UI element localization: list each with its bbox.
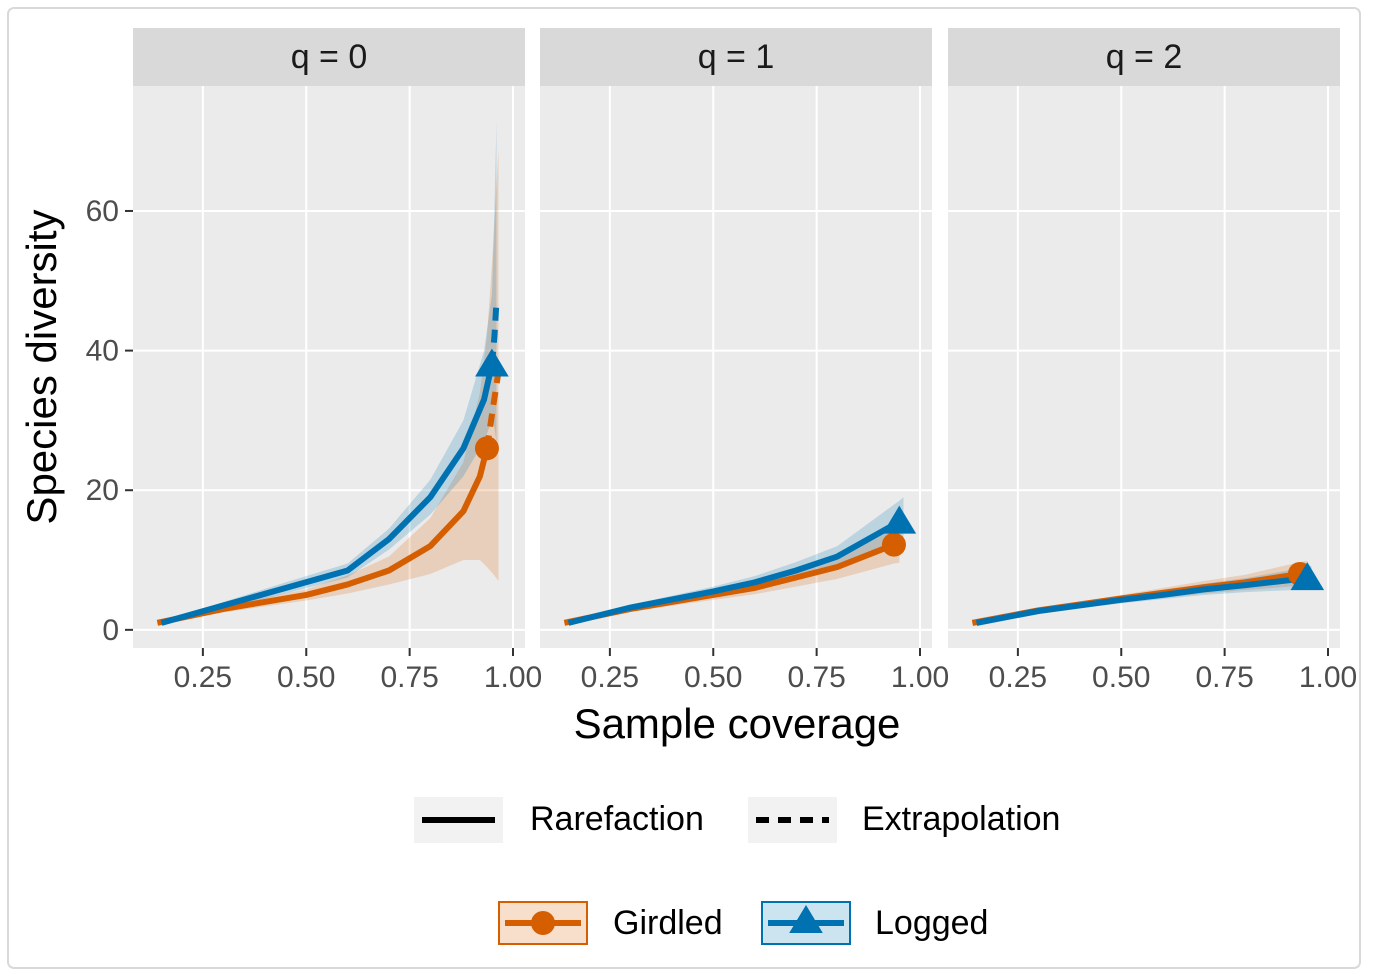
- plot-layer: [563, 497, 917, 626]
- plot-layer: [971, 560, 1325, 626]
- y-axis-title: Species diversity: [18, 209, 65, 524]
- observed-marker: [1290, 562, 1325, 591]
- x-tick-label: 0.25: [989, 661, 1047, 694]
- y-tick-label: 60: [86, 195, 119, 228]
- observed-marker: [474, 436, 499, 461]
- x-tick-label: 0.75: [380, 661, 438, 694]
- strip-label: q = 1: [698, 38, 775, 76]
- observed-marker: [881, 532, 906, 557]
- strip-label: q = 0: [291, 38, 368, 76]
- legend-label: Logged: [875, 904, 988, 942]
- legend-label: Girdled: [613, 904, 723, 942]
- x-tick-label: 1.00: [484, 661, 542, 694]
- x-axis-title: Sample coverage: [574, 700, 901, 747]
- rarefaction-line: [160, 363, 495, 626]
- confidence-band: [568, 497, 904, 625]
- x-tick-label: 0.50: [1092, 661, 1150, 694]
- legend-label: Extrapolation: [862, 800, 1060, 838]
- y-tick-label: 0: [102, 614, 119, 647]
- x-tick-label: 0.25: [174, 661, 232, 694]
- legend-label: Rarefaction: [530, 800, 704, 838]
- rarefaction-line: [156, 447, 490, 626]
- x-tick-label: 0.50: [684, 661, 742, 694]
- rarefaction-line: [567, 519, 901, 626]
- x-tick-label: 0.25: [581, 661, 639, 694]
- legend-marker: [789, 905, 823, 933]
- strip-label: q = 2: [1106, 38, 1183, 76]
- y-tick-label: 40: [86, 335, 119, 368]
- observed-marker: [475, 348, 509, 377]
- x-tick-label: 1.00: [891, 661, 949, 694]
- x-tick-label: 0.75: [787, 661, 845, 694]
- panel: [948, 86, 1340, 648]
- panel: [133, 86, 525, 648]
- strip: [948, 28, 1340, 86]
- x-tick-label: 0.50: [277, 661, 335, 694]
- strip: [540, 28, 932, 86]
- strip: [133, 28, 525, 86]
- x-tick-label: 1.00: [1299, 661, 1357, 694]
- rarefaction-line: [975, 575, 1308, 626]
- y-tick-label: 20: [86, 474, 119, 507]
- x-tick-label: 0.75: [1195, 661, 1253, 694]
- plot-layer: [156, 120, 509, 626]
- observed-marker: [882, 505, 917, 534]
- legend-marker: [531, 911, 555, 935]
